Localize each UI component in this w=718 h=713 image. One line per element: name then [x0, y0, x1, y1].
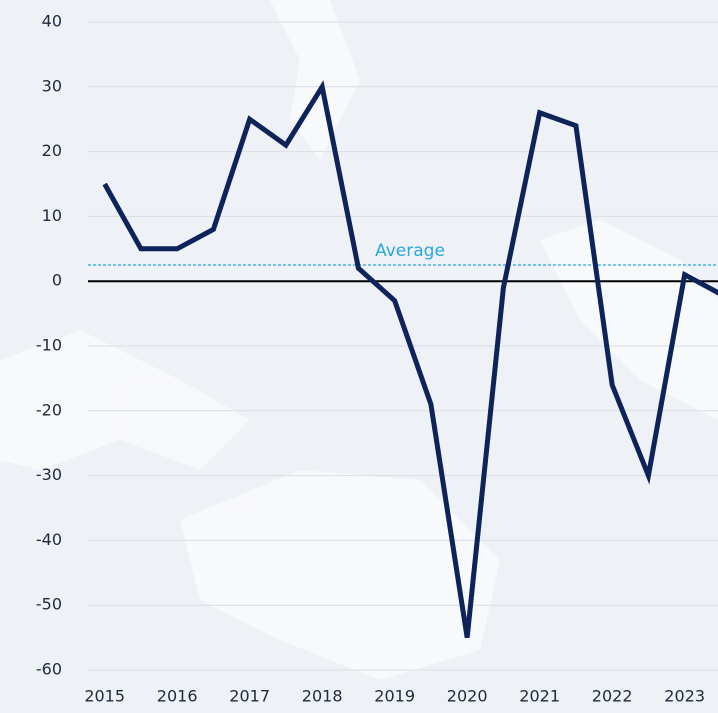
y-tick-label: -60 — [36, 660, 62, 679]
background-map — [0, 0, 718, 680]
x-tick-label: 2015 — [84, 687, 125, 706]
y-tick-label: -40 — [36, 530, 62, 549]
x-tick-label: 2022 — [592, 687, 633, 706]
y-tick-label: 30 — [42, 76, 62, 95]
y-tick-label: -50 — [36, 595, 62, 614]
x-tick-label: 2020 — [447, 687, 488, 706]
x-tick-label: 2019 — [374, 687, 415, 706]
x-tick-label: 2016 — [157, 687, 198, 706]
y-tick-label: 20 — [42, 141, 62, 160]
grid: -60 -50 -40 -30 -20 -10 0 10 20 30 40 2015 2016 2017 2… — [36, 12, 718, 706]
x-tick-label: 2021 — [519, 687, 560, 706]
y-tick-label: 0 — [52, 271, 62, 290]
average-label: Average — [375, 241, 445, 261]
x-tick-label: 2023 — [664, 687, 705, 706]
y-tick-label: 10 — [42, 206, 62, 225]
x-tick-label: 2017 — [229, 687, 270, 706]
y-tick-label: 40 — [42, 12, 62, 31]
y-tick-label: -20 — [36, 400, 62, 419]
x-tick-label: 2018 — [302, 687, 343, 706]
plot — [102, 80, 718, 638]
y-tick-label: -30 — [36, 465, 62, 484]
series-line — [102, 80, 718, 638]
y-tick-label: -10 — [36, 336, 62, 355]
